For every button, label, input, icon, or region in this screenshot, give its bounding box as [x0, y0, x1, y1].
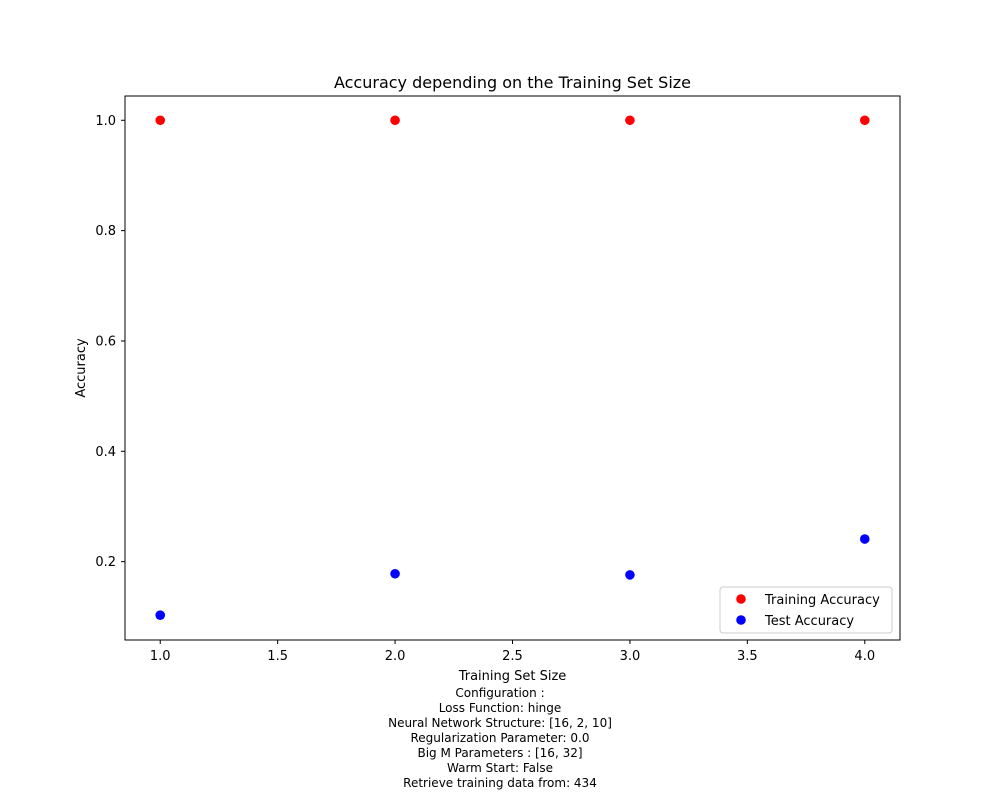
x-tick-label: 1.5 — [267, 649, 288, 664]
data-point — [390, 115, 400, 126]
caption-line: Big M Parameters : [16, 32] — [417, 746, 583, 760]
caption-line: Retrieve training data from: 434 — [403, 776, 597, 790]
caption-line: Neural Network Structure: [16, 2, 10] — [388, 716, 612, 730]
x-tick-label: 3.0 — [620, 649, 641, 664]
caption-line: Warm Start: False — [447, 761, 553, 775]
y-axis-label: Accuracy — [74, 338, 89, 398]
configuration-caption: Configuration : Loss Function: hinge Neu… — [0, 686, 1000, 791]
x-tick-label: 2.5 — [502, 649, 523, 664]
y-tick-label: 0.2 — [95, 555, 116, 570]
legend-marker — [736, 594, 746, 604]
legend-label: Test Accuracy — [764, 614, 854, 629]
legend: Training Accuracy Test Accuracy — [719, 586, 893, 634]
plot-frame — [124, 95, 901, 641]
plot-area: 1.0 1.5 2.0 2.5 3.0 3.5 4.0 0.2 0.4 0.6 0.8 1.0 — [95, 95, 901, 664]
x-tick-label: 1.0 — [150, 649, 171, 664]
data-point — [155, 610, 166, 620]
data-point — [390, 568, 400, 579]
data-point — [859, 534, 870, 544]
legend-box — [719, 586, 893, 634]
legend-label: Training Accuracy — [764, 593, 880, 608]
caption-line: Loss Function: hinge — [438, 701, 562, 715]
y-tick-label: 0.8 — [95, 224, 116, 239]
caption-line: Configuration : — [455, 686, 545, 700]
y-tick-label: 1.0 — [95, 114, 116, 129]
data-point — [625, 115, 635, 126]
x-tick-label: 4.0 — [854, 649, 875, 664]
data-point — [155, 115, 166, 126]
y-tick-label: 0.6 — [95, 334, 116, 349]
legend-marker — [736, 615, 746, 625]
x-tick-label: 3.5 — [737, 649, 758, 664]
chart-title: Accuracy depending on the Training Set S… — [334, 73, 691, 92]
y-tick-label: 0.4 — [95, 445, 116, 460]
data-point — [859, 115, 870, 126]
caption-line: Regularization Parameter: 0.0 — [410, 731, 590, 745]
x-axis-label: Training Set Size — [458, 669, 567, 684]
x-tick-label: 2.0 — [385, 649, 406, 664]
data-point — [625, 570, 635, 580]
